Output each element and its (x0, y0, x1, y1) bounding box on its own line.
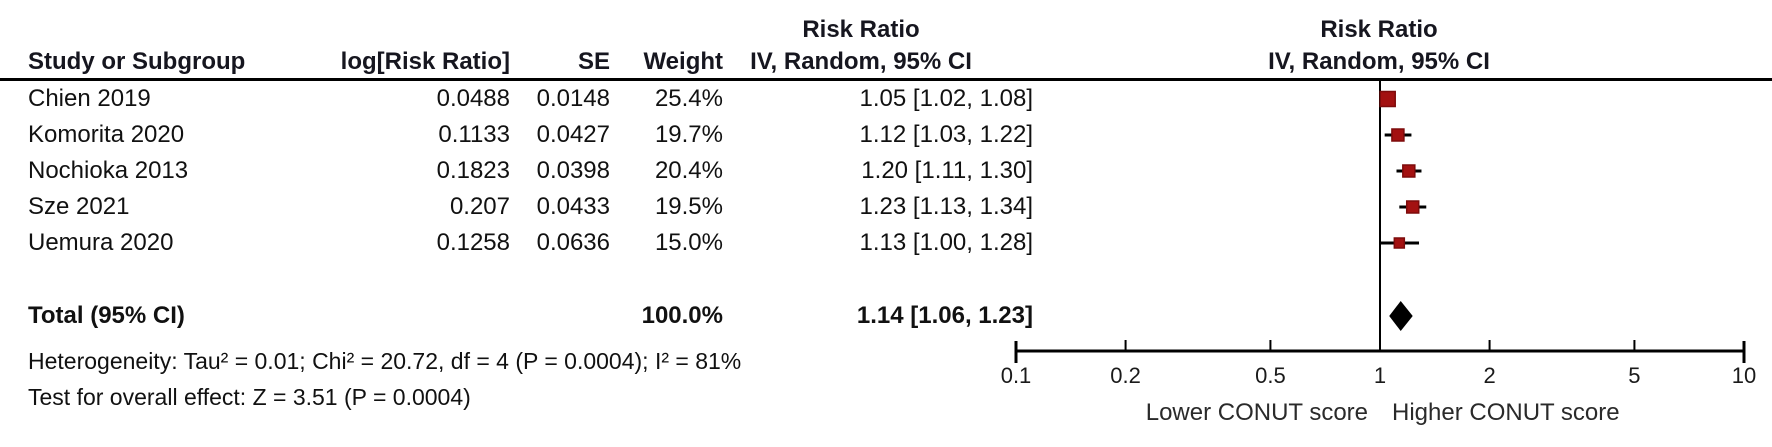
effect-ci-value: 1.13 [1.00, 1.28] (859, 229, 1033, 256)
column-header-log-risk-ratio: log[Risk Ratio] (340, 48, 510, 75)
se-value: 0.0427 (536, 121, 610, 148)
column-header-effect-ci: IV, Random, 95% CI (750, 48, 972, 75)
study-marker-square (1405, 200, 1420, 214)
weight-value: 25.4% (654, 85, 723, 112)
study-name: Sze 2021 (28, 193, 130, 220)
study-name: Nochioka 2013 (28, 157, 189, 184)
se-value: 0.0148 (536, 85, 610, 112)
effect-ci-value: 1.20 [1.11, 1.30] (861, 157, 1033, 184)
axis-caption-left: Lower CONUT score (1145, 399, 1368, 426)
header-rule (0, 78, 1772, 81)
study-marker-square (1391, 128, 1405, 142)
study-marker-square (1393, 237, 1406, 249)
se-value: 0.0398 (536, 157, 610, 184)
axis-tick-label: 0.1 (1001, 363, 1032, 388)
column-header-weight: Weight (643, 48, 723, 75)
log-risk-ratio-value: 0.1258 (436, 229, 510, 256)
study-name: Uemura 2020 (28, 229, 174, 256)
axis-caption-right: Higher CONUT score (1392, 399, 1620, 426)
axis-tick-label: 1 (1374, 363, 1386, 388)
effect-column-title: Risk Ratio (802, 16, 920, 43)
effect-ci-value: 1.05 [1.02, 1.08] (859, 85, 1033, 112)
total-row-label: Total (95% CI) (28, 302, 185, 329)
weight-value: 19.7% (654, 121, 723, 148)
log-risk-ratio-value: 0.1823 (436, 157, 510, 184)
total-diamond (1389, 301, 1413, 331)
weight-value: 15.0% (654, 229, 723, 256)
effect-ci-value: 1.23 [1.13, 1.34] (859, 193, 1033, 220)
study-marker-square (1402, 164, 1416, 178)
overall-effect-note: Test for overall effect: Z = 3.51 (P = 0… (28, 384, 471, 410)
plot-subtitle: IV, Random, 95% CI (1268, 48, 1490, 75)
axis-tick-label: 10 (1732, 363, 1756, 388)
weight-value: 19.5% (654, 193, 723, 220)
effect-ci-value: 1.12 [1.03, 1.22] (859, 121, 1033, 148)
study-marker-square (1379, 90, 1396, 108)
axis-tick-label: 2 (1483, 363, 1495, 388)
log-risk-ratio-value: 0.1133 (438, 121, 510, 148)
log-risk-ratio-value: 0.0488 (436, 85, 510, 112)
total-row-weight: 100.0% (641, 302, 723, 329)
column-header-study: Study or Subgroup (28, 48, 246, 75)
heterogeneity-note: Heterogeneity: Tau² = 0.01; Chi² = 20.72… (28, 348, 742, 374)
se-value: 0.0636 (536, 229, 610, 256)
study-name: Chien 2019 (28, 85, 151, 112)
study-name: Komorita 2020 (28, 121, 185, 148)
total-row-effect: 1.14 [1.06, 1.23] (856, 302, 1033, 329)
se-value: 0.0433 (536, 193, 610, 220)
column-header-se: SE (577, 48, 610, 75)
axis-tick-label: 0.2 (1110, 363, 1141, 388)
axis-tick-label: 5 (1628, 363, 1640, 388)
log-risk-ratio-value: 0.207 (449, 193, 510, 220)
weight-value: 20.4% (654, 157, 723, 184)
axis-tick-label: 0.5 (1255, 363, 1286, 388)
plot-title: Risk Ratio (1320, 16, 1438, 43)
